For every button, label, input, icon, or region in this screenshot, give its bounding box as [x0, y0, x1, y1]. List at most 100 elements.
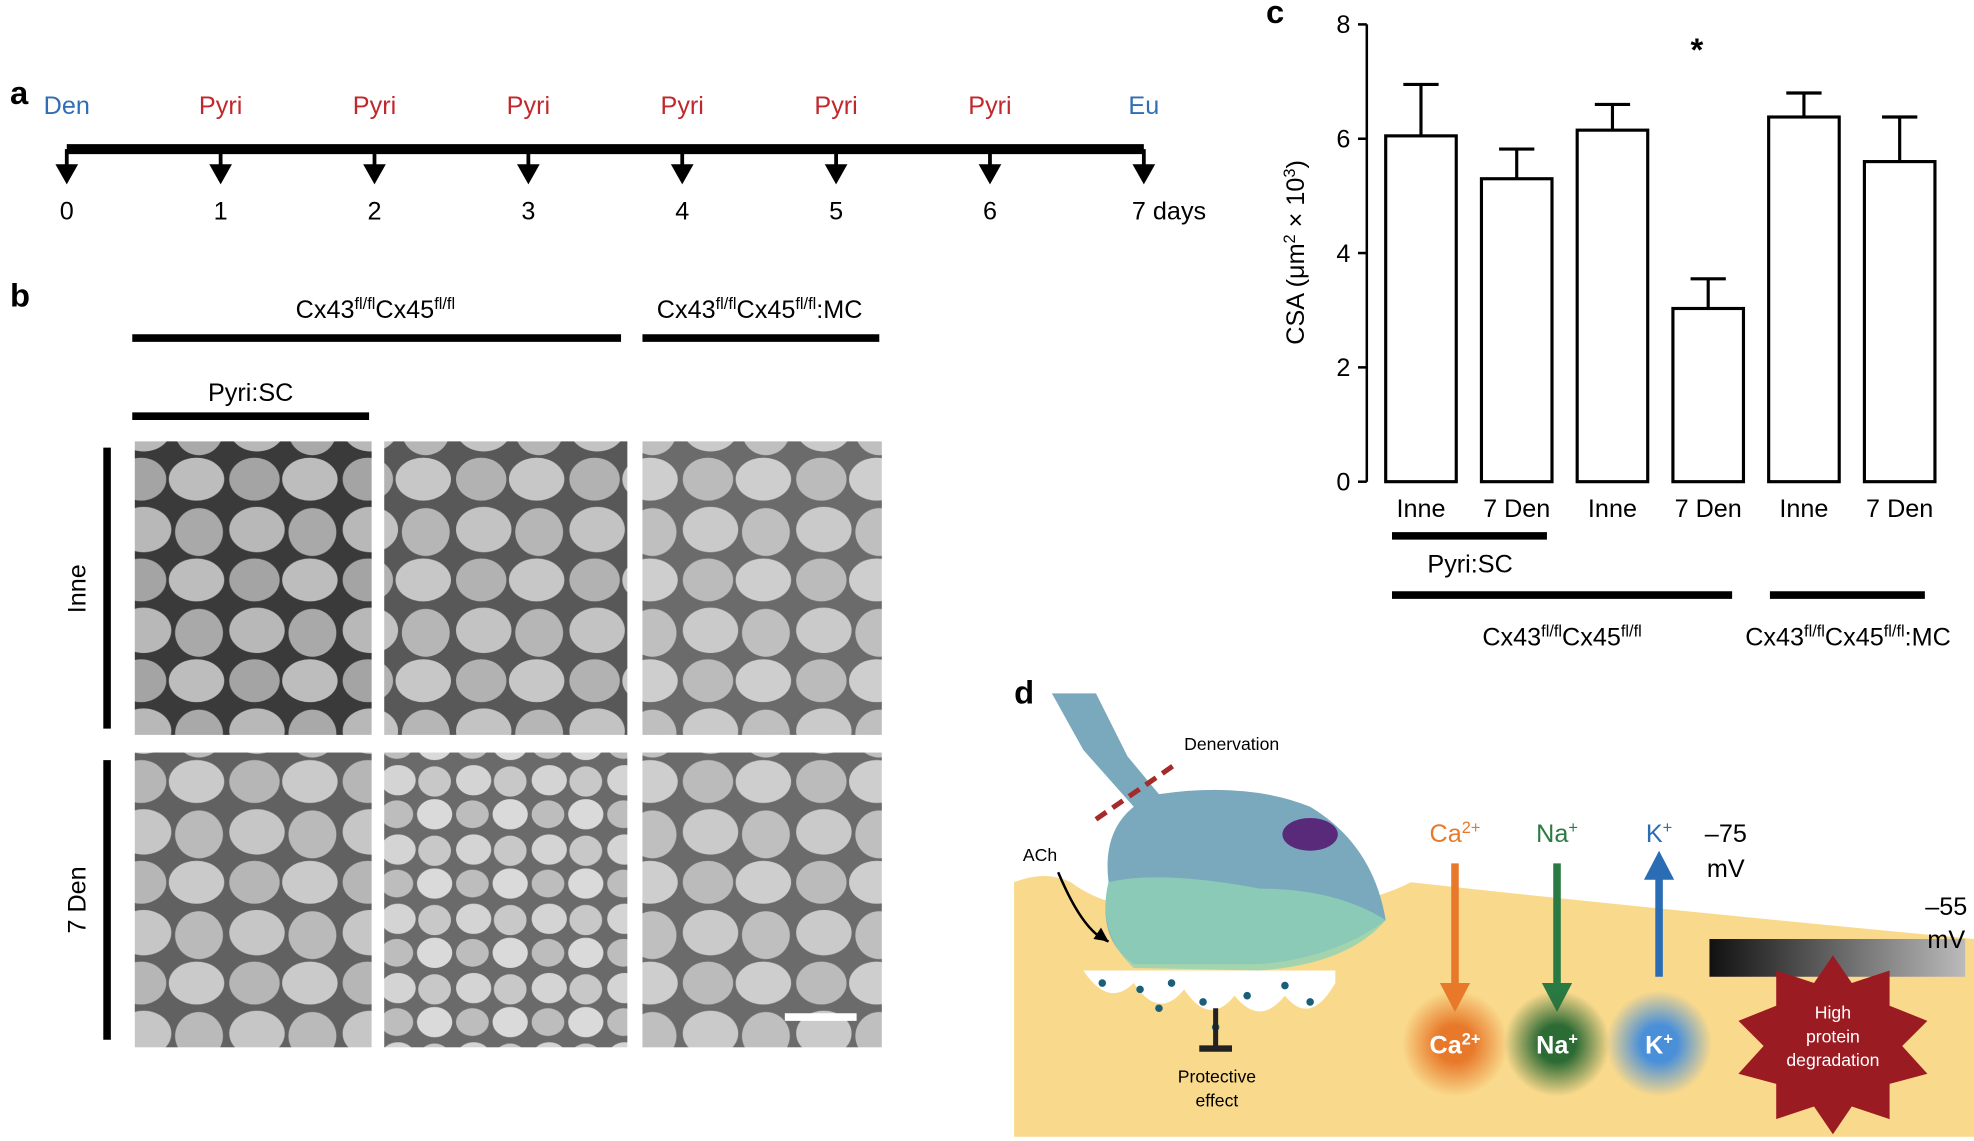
text-part: fl/fl [716, 295, 737, 313]
day-label: 6 [983, 198, 997, 226]
day-label: 7 days [1132, 198, 1206, 226]
y-axis-label: CSA (μm2 × 103) [1281, 160, 1310, 345]
text-part: fl/fl [1541, 622, 1562, 640]
annotation: ACh [1023, 845, 1057, 865]
text-part: Ca [1430, 1032, 1463, 1060]
arrow-head [517, 164, 540, 185]
bar-chart: CSA (μm2 × 103) * Pyri:SC Cx43fl/flCx45f… [1281, 11, 1951, 651]
x-tick-label: Inne [1396, 495, 1445, 523]
bar [1862, 160, 1937, 484]
text-part: fl/fl [1804, 622, 1825, 640]
synaptic-zone [1105, 877, 1386, 971]
degradation-star [1738, 955, 1928, 1135]
timeline: Den 0 Pyri 1 Pyri 2 Pyri 3 Pyri 4 Pyri 5 Pyri 6 Eu 7 da… [44, 92, 1206, 226]
group-label: Cx43fl/flCx45fl/fl [296, 295, 455, 324]
day-label: 5 [829, 198, 843, 226]
annotation: protein [1806, 1026, 1860, 1046]
y-tick-label: 0 [1336, 469, 1350, 497]
text-part: Cx45 [737, 296, 796, 324]
text-part: Na [1536, 820, 1569, 848]
diagram: Denervation ACh Protective effect –75 mV… [1014, 693, 1974, 1137]
event-label: Pyri [661, 92, 704, 120]
text-part: fl/fl [354, 295, 375, 313]
text-part: K [1645, 1032, 1663, 1060]
day-label: 4 [675, 198, 689, 226]
ion-ball-label: Ca2+ [1430, 1031, 1481, 1060]
event-label: Pyri [968, 92, 1011, 120]
potential-label: mV [1927, 926, 1965, 954]
text-part: + [1663, 819, 1673, 837]
ion-ball-label: K+ [1645, 1031, 1673, 1060]
bar [1384, 134, 1458, 484]
text-part: :MC [1905, 623, 1951, 651]
panel-label: a [10, 74, 29, 111]
micrographs: Cx43fl/flCx45fl/fl Cx43fl/flCx45fl/fl:MC… [64, 295, 882, 1048]
text-part: + [1663, 1031, 1673, 1049]
text-part: + [1568, 1031, 1578, 1049]
text-part: 2+ [1462, 819, 1481, 837]
y-tick-label: 8 [1336, 11, 1350, 39]
text-part: fl/fl [434, 295, 455, 313]
text-part: fl/fl [795, 295, 816, 313]
text-part: Cx43 [296, 296, 355, 324]
panel-label: b [10, 277, 30, 314]
text-part: 2+ [1462, 1031, 1481, 1049]
subgroup-label: Pyri:SC [208, 379, 293, 407]
subgroup-label: Pyri:SC [1427, 550, 1512, 578]
arrow-head [978, 164, 1002, 185]
text-part: ) [1282, 160, 1310, 168]
text-part: :MC [816, 296, 862, 324]
micrograph [134, 752, 372, 1048]
text-part: × 10 [1282, 178, 1310, 235]
synaptic-cleft [1083, 970, 1336, 1012]
arrow-head [209, 164, 232, 185]
y-tick-label: 4 [1336, 240, 1350, 268]
group-label: Cx43fl/flCx45fl/fl:MC [1745, 622, 1951, 651]
significance-marker: * [1690, 31, 1703, 68]
annotation: Denervation [1184, 734, 1279, 754]
micrograph [642, 752, 882, 1048]
day-label: 3 [521, 198, 535, 226]
x-tick-label: Inne [1779, 495, 1828, 523]
ion-ball-label: Na+ [1536, 1031, 1578, 1060]
day-label: 0 [60, 198, 74, 226]
bar [1479, 177, 1554, 484]
ion-ball [1606, 990, 1712, 1097]
y-tick-label: 2 [1336, 354, 1350, 382]
ion-label: Ca2+ [1430, 819, 1481, 848]
text-part: 2 [1281, 234, 1299, 243]
potential-label: mV [1707, 855, 1745, 883]
arrow-head [1643, 850, 1675, 880]
row-label: 7 Den [64, 866, 92, 933]
annotation: degradation [1786, 1050, 1879, 1070]
x-tick-label: 7 Den [1483, 495, 1550, 523]
nucleus [1282, 818, 1338, 851]
text-part: Cx43 [1745, 623, 1804, 651]
annotation: effect [1196, 1091, 1239, 1111]
arrow-head [824, 164, 848, 185]
arrow-head [363, 164, 386, 185]
event-label: Eu [1128, 92, 1159, 120]
panel-label: d [1014, 673, 1034, 710]
ion-label: K+ [1646, 819, 1672, 848]
text-part: Na [1536, 1032, 1569, 1060]
bar [1767, 115, 1841, 484]
day-label: 1 [214, 198, 228, 226]
text-part: Cx45 [1562, 623, 1621, 651]
cut-line [1094, 760, 1180, 822]
text-part: + [1568, 819, 1578, 837]
x-tick-label: 7 Den [1866, 495, 1933, 523]
text-part: K [1646, 820, 1663, 848]
potential-label: –55 [1925, 893, 1967, 921]
y-tick-label: 6 [1336, 126, 1350, 154]
day-label: 2 [367, 198, 381, 226]
text-part: Cx43 [1482, 623, 1541, 651]
arrow-head [55, 164, 79, 185]
ion-ball [1402, 990, 1508, 1097]
potential-gradient [1709, 938, 1966, 977]
micrograph [642, 441, 882, 735]
event-label: Pyri [507, 92, 550, 120]
text-part: fl/fl [1621, 622, 1642, 640]
